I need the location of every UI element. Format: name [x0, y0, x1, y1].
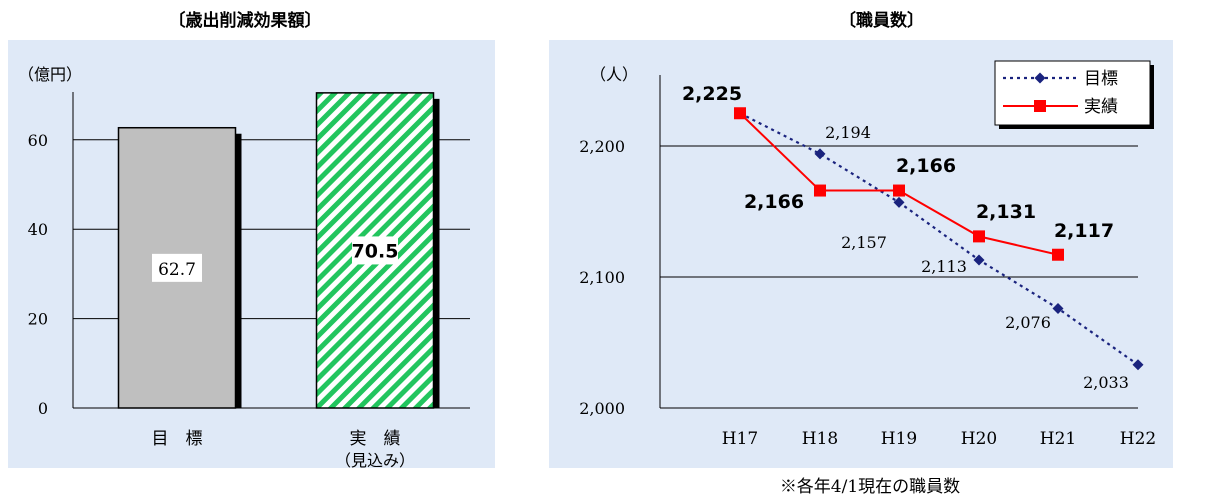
legend-actual-label: 実績 [1084, 97, 1118, 117]
target-value-label: 2,033 [1083, 373, 1129, 392]
actual-point [814, 184, 826, 197]
actual-value-label: 2,225 [682, 83, 742, 105]
bar-category-label: 目 標 [152, 429, 203, 449]
bar-value-label-bg [352, 236, 398, 265]
legend-box [994, 60, 1151, 126]
actual-point [734, 107, 746, 120]
line-x-tick-label: H17 [722, 429, 758, 449]
bar-chart: （億円） 0 20 40 60 62.7 目 標 70.5 実 績 （見込み） [18, 65, 470, 470]
target-value-label: 2,194 [825, 123, 871, 142]
actual-value-label: 2,117 [1054, 220, 1114, 242]
bar-category-label: 実 績 [350, 429, 401, 449]
line-y-tick-label: 2,100 [579, 268, 625, 287]
target-point [814, 148, 826, 160]
line-x-tick-label: H21 [1040, 429, 1076, 449]
line-x-tick-label: H19 [881, 429, 917, 449]
bar-value-label: 62.7 [158, 260, 196, 280]
line-x-tick-label: H18 [802, 429, 838, 449]
bar-y-tick-label: 40 [28, 220, 48, 239]
actual-value-label: 2,166 [744, 191, 804, 213]
actual-point [893, 184, 905, 197]
line-y-unit-label: （人） [590, 65, 638, 84]
target-value-label: 2,157 [841, 233, 887, 252]
bar-y-unit-label: （億円） [18, 65, 82, 84]
bar-value-label: 70.5 [352, 240, 399, 262]
actual-point [1052, 248, 1064, 261]
target-point [973, 254, 985, 266]
target-point [893, 196, 905, 208]
bar-y-tick-label: 60 [28, 131, 48, 150]
footnote: ※各年4/1現在の職員数 [779, 477, 961, 497]
bar-category-sublabel: （見込み） [335, 451, 415, 470]
target-value-label: 2,113 [921, 257, 967, 276]
right-chart-title: 〔職員数〕 [839, 11, 924, 31]
bar-value-label-bg [152, 253, 202, 282]
bar-y-tick-label: 20 [28, 310, 48, 329]
target-point [1132, 359, 1144, 371]
actual-value-label: 2,166 [896, 155, 956, 177]
legend-target-marker [1034, 72, 1046, 84]
line-y-tick-label: 2,200 [579, 137, 625, 156]
target-point [1052, 302, 1064, 314]
bar-y-tick-label: 0 [38, 399, 48, 418]
target-value-label: 2,076 [1005, 313, 1051, 332]
target-series-line [739, 112, 1139, 366]
legend-target-label: 目標 [1084, 69, 1118, 89]
left-chart-title: 〔歳出削減効果額〕 [168, 11, 322, 31]
line-x-tick-label: H22 [1120, 429, 1156, 449]
line-y-tick-label: 2,000 [579, 399, 625, 418]
actual-series-line [739, 112, 1059, 256]
line-chart: （人） 2,000 2,100 2,200 H17 H18 H19 H20 H21 H22 2,19… [579, 60, 1156, 449]
actual-point [973, 230, 985, 243]
actual-value-label: 2,131 [976, 201, 1036, 223]
line-x-tick-label: H20 [961, 429, 997, 449]
legend-actual-marker [1034, 100, 1046, 112]
